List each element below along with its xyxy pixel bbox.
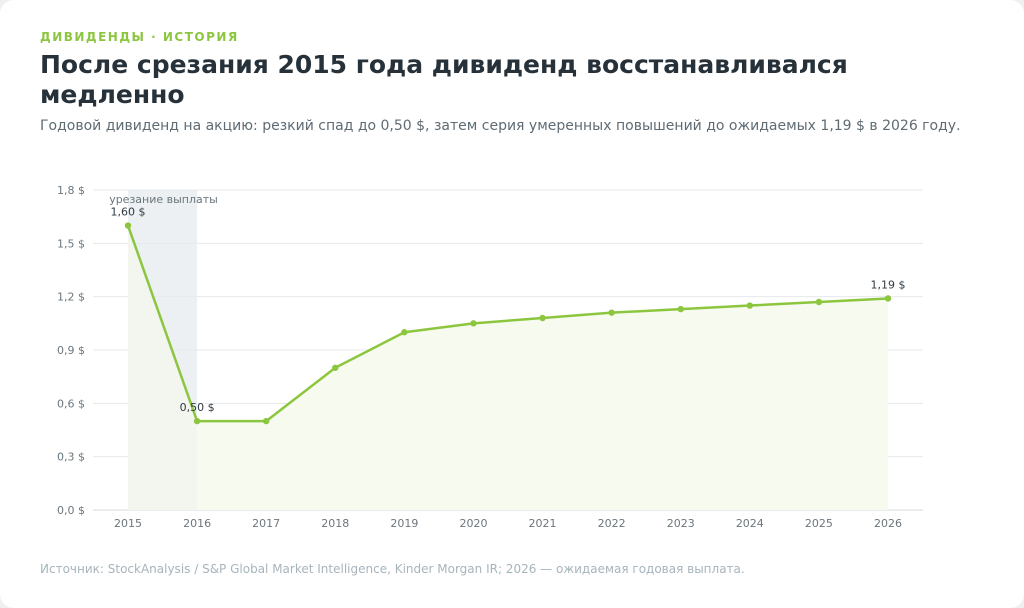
series-line (126, 224, 890, 423)
data-label: 1,60 $ (111, 206, 146, 219)
data-point (746, 302, 754, 309)
y-tick-label: 1,5 $ (57, 237, 85, 250)
chart-title: После срезания 2015 года дивиденд восста… (40, 50, 848, 109)
data-point (193, 417, 201, 425)
x-tick-label: 2022 (598, 517, 626, 530)
eyebrow-label: ДИВИДЕНДЫ · ИСТОРИЯ (40, 30, 239, 44)
y-tick-label: 0,3 $ (57, 451, 85, 464)
x-tick-label: 2018 (321, 517, 349, 530)
cut-highlight-overlay (128, 190, 198, 510)
data-label: 0,50 $ (180, 401, 215, 414)
chart-subtitle: Годовой дивиденд на акцию: резкий спад д… (40, 118, 961, 134)
x-tick-label: 2016 (183, 517, 211, 530)
x-tick-label: 2020 (459, 517, 487, 530)
x-tick-label: 2024 (736, 517, 764, 530)
band-annotation: урезание выплаты (109, 193, 218, 206)
data-point (470, 320, 477, 327)
data-label: 1,19 $ (871, 278, 906, 291)
y-tick-label: 0,9 $ (57, 344, 85, 357)
y-tick-label: 1,8 $ (57, 184, 85, 197)
y-tick-label: 0,0 $ (57, 504, 85, 517)
data-point (124, 222, 132, 229)
y-tick-label: 0,6 $ (57, 397, 85, 410)
data-point (608, 309, 615, 316)
x-tick-label: 2026 (874, 517, 902, 530)
x-tick-label: 2021 (529, 517, 557, 530)
data-point (262, 417, 270, 425)
x-tick-label: 2025 (805, 517, 833, 530)
data-point (815, 298, 823, 306)
data-point (401, 329, 408, 336)
data-point (539, 314, 546, 322)
series-area (128, 225, 888, 511)
x-tick-label: 2023 (667, 517, 695, 530)
x-tick-label: 2017 (252, 517, 280, 530)
data-point (677, 305, 684, 313)
data-point (884, 295, 892, 302)
x-tick-label: 2015 (114, 517, 142, 530)
source-note: Источник: StockAnalysis / S&P Global Mar… (40, 562, 745, 576)
y-tick-label: 1,2 $ (57, 291, 85, 304)
data-point (332, 364, 339, 371)
x-tick-label: 2019 (390, 517, 418, 530)
